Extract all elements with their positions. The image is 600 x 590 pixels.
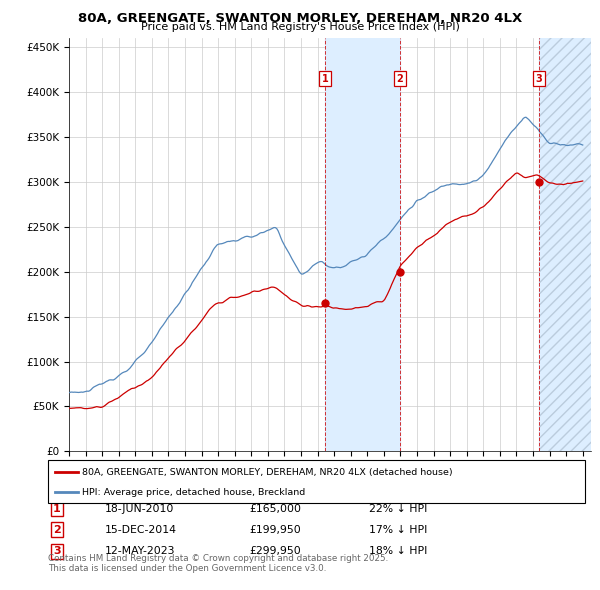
Text: £199,950: £199,950: [249, 525, 301, 535]
Bar: [539, 38, 591, 451]
Text: 15-DEC-2014: 15-DEC-2014: [105, 525, 177, 535]
Text: HPI: Average price, detached house, Breckland: HPI: Average price, detached house, Brec…: [82, 487, 305, 497]
Bar: [325, 38, 400, 451]
Text: 22% ↓ HPI: 22% ↓ HPI: [369, 504, 427, 513]
Text: 2: 2: [53, 525, 61, 535]
Text: £299,950: £299,950: [249, 546, 301, 556]
Bar: [539, 38, 591, 451]
Text: Price paid vs. HM Land Registry's House Price Index (HPI): Price paid vs. HM Land Registry's House …: [140, 22, 460, 32]
Text: £165,000: £165,000: [249, 504, 301, 513]
Text: 17% ↓ HPI: 17% ↓ HPI: [369, 525, 427, 535]
Text: 3: 3: [536, 74, 542, 84]
Text: 80A, GREENGATE, SWANTON MORLEY, DEREHAM, NR20 4LX (detached house): 80A, GREENGATE, SWANTON MORLEY, DEREHAM,…: [82, 468, 452, 477]
Text: 18% ↓ HPI: 18% ↓ HPI: [369, 546, 427, 556]
Text: 3: 3: [53, 546, 61, 556]
Text: 1: 1: [322, 74, 329, 84]
Text: 12-MAY-2023: 12-MAY-2023: [105, 546, 176, 556]
Text: 1: 1: [53, 504, 61, 513]
Text: Contains HM Land Registry data © Crown copyright and database right 2025.
This d: Contains HM Land Registry data © Crown c…: [48, 554, 388, 573]
Text: 2: 2: [397, 74, 403, 84]
Text: 18-JUN-2010: 18-JUN-2010: [105, 504, 175, 513]
Text: 80A, GREENGATE, SWANTON MORLEY, DEREHAM, NR20 4LX: 80A, GREENGATE, SWANTON MORLEY, DEREHAM,…: [78, 12, 522, 25]
